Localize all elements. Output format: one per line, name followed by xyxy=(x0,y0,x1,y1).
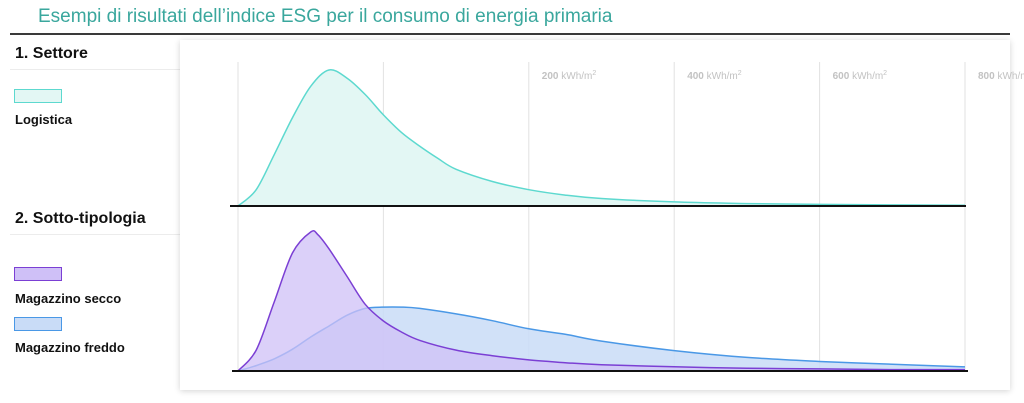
section-divider-subtype xyxy=(10,234,180,235)
title-divider xyxy=(10,33,1010,35)
section-divider-sector xyxy=(10,69,180,70)
series-logistica-line xyxy=(237,69,966,207)
series-logistica-area xyxy=(238,69,965,207)
series-magazzino-secco-area xyxy=(238,230,965,371)
x-tick-label: 800 kWh/m2 xyxy=(978,70,1024,82)
section-label-subtype: 2. Sotto-tipologia xyxy=(15,210,146,227)
section-label-sector: 1. Settore xyxy=(15,45,88,62)
legend-swatch-magazzino-secco xyxy=(14,267,62,281)
x-tick-label: 200 kWh/m2 xyxy=(542,70,597,82)
x-tick-label: 400 kWh/m2 xyxy=(687,70,742,82)
series-magazzino-secco-line xyxy=(237,230,966,372)
x-tick-label: 600 kWh/m2 xyxy=(833,70,888,82)
legend-swatch-magazzino-freddo xyxy=(14,317,62,331)
legend-label-logistica: Logistica xyxy=(15,112,73,127)
legend-label-magazzino-freddo: Magazzino freddo xyxy=(15,340,125,355)
legend-swatch-logistica xyxy=(14,89,62,103)
page-title: Esempi di risultati dell’indice ESG per … xyxy=(38,6,613,27)
legend-label-magazzino-secco: Magazzino secco xyxy=(15,291,122,306)
